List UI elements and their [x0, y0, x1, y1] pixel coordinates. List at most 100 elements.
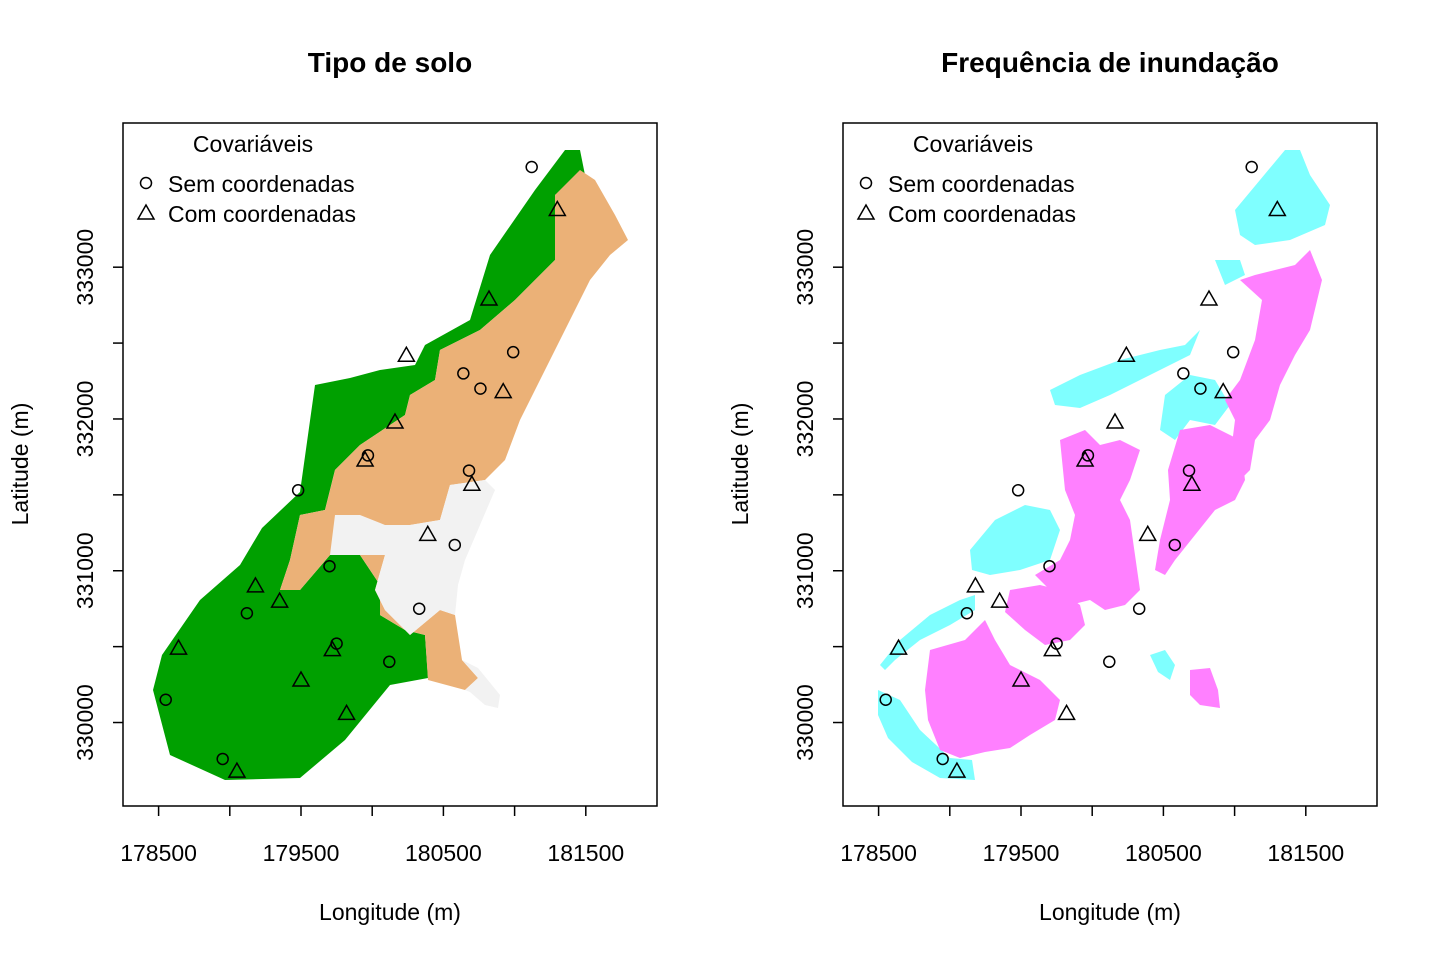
x-tick-label: 179500	[983, 840, 1060, 866]
triangle-sample-point	[1011, 670, 1031, 687]
circle-sample-point	[159, 693, 172, 707]
legend-entry-label: Sem coordenadas	[168, 171, 355, 197]
triangle-sample-point	[990, 591, 1009, 608]
triangle-sample-point	[1138, 524, 1158, 542]
circle-sample-point	[457, 367, 470, 380]
circle-sample-point	[383, 655, 396, 669]
soil-map-layer	[153, 150, 628, 780]
x-tick-label: 179500	[263, 840, 340, 866]
triangle-sample-point	[337, 703, 356, 721]
triangle-sample-point	[966, 576, 985, 593]
circle-sample-point	[879, 693, 892, 707]
x-tick-label: 181500	[547, 840, 624, 866]
triangle-sample-point	[418, 524, 438, 542]
circle-sample-point	[1226, 345, 1240, 359]
legend: Covariáveis Sem coordenadas Com coordenada…	[856, 131, 1076, 227]
y-axis-label: Latitude (m)	[727, 403, 753, 526]
triangle-sample-point	[169, 638, 188, 655]
y-tick-label: 331000	[72, 532, 98, 609]
circle-sample-point	[462, 464, 476, 477]
flood-class-1-region	[880, 595, 975, 670]
circle-sample-point	[1103, 655, 1116, 669]
flood-class-1-region	[1235, 150, 1330, 245]
legend-title: Covariáveis	[193, 131, 313, 157]
soil-class-2-region	[280, 170, 628, 690]
triangle-sample-point	[947, 761, 967, 778]
legend-entry-label: Com coordenadas	[168, 201, 356, 227]
y-tick-label: 331000	[792, 532, 818, 609]
triangle-sample-point	[1043, 640, 1062, 657]
circle-sample-point	[1043, 559, 1056, 573]
soil-class-1-region	[153, 150, 585, 780]
panel-flood-frequency: Frequência de inundação 178	[727, 47, 1378, 925]
triangle-sample-point	[246, 576, 265, 593]
circle-sample-point	[1011, 484, 1025, 497]
legend-entry-label: Sem coordenadas	[888, 171, 1075, 197]
legend: Covariáveis Sem coordenadas Com coordenada…	[136, 131, 356, 227]
legend-entry-label: Com coordenadas	[888, 201, 1076, 227]
x-tick-label: 178500	[840, 840, 917, 866]
legend-triangle-marker	[856, 203, 876, 220]
flood-class-1-region	[1150, 650, 1175, 680]
circle-sample-point	[960, 606, 974, 620]
circle-sample-point	[323, 559, 336, 573]
axes: 178500 179500 180500 181500 330000 331000 3320…	[72, 229, 624, 866]
circle-sample-point	[448, 538, 462, 552]
panel-title: Tipo de solo	[308, 47, 472, 78]
circle-sample-point	[1132, 602, 1146, 615]
circle-sample-point	[240, 606, 254, 620]
triangle-sample-point	[889, 638, 908, 655]
sample-points	[159, 160, 567, 778]
triangle-sample-point	[493, 382, 513, 399]
y-tick-label: 332000	[72, 381, 98, 458]
flood-class-2-region	[925, 620, 1060, 758]
circle-sample-point	[412, 602, 426, 615]
circle-sample-point	[216, 752, 229, 766]
circle-sample-point	[1168, 538, 1182, 552]
triangle-sample-point	[291, 670, 311, 687]
circle-sample-point	[525, 160, 538, 174]
circle-sample-point	[474, 382, 487, 395]
circle-sample-point	[1245, 160, 1258, 174]
x-axis-label: Longitude (m)	[1039, 899, 1181, 925]
triangle-sample-point	[270, 591, 289, 608]
panel-soil-type: Tipo de solo 178500 179500 180500 181500 330…	[7, 47, 658, 925]
triangle-sample-point	[479, 289, 499, 306]
plot-frame	[122, 122, 658, 807]
x-tick-label: 181500	[1267, 840, 1344, 866]
flood-class-1-region	[1160, 375, 1230, 440]
legend-title: Covariáveis	[913, 131, 1033, 157]
triangle-sample-point	[1057, 703, 1076, 721]
y-tick-label: 332000	[792, 381, 818, 458]
triangle-sample-point	[1075, 450, 1095, 467]
flood-class-1-region	[1050, 330, 1200, 408]
triangle-sample-point	[1182, 474, 1202, 491]
triangle-sample-point	[385, 412, 405, 429]
plot-frame	[842, 122, 1378, 807]
legend-triangle-marker	[136, 203, 156, 220]
y-tick-label: 330000	[72, 684, 98, 761]
y-tick-label: 333000	[792, 229, 818, 306]
triangle-sample-point	[1199, 289, 1219, 306]
flood-class-2-region	[1225, 250, 1322, 480]
y-tick-label: 330000	[792, 684, 818, 761]
soil-class-3-region-tip	[462, 660, 500, 708]
triangle-sample-point	[1268, 200, 1287, 217]
x-tick-label: 180500	[405, 840, 482, 866]
circle-sample-point	[1177, 367, 1190, 380]
circle-sample-point	[1194, 382, 1207, 395]
flood-class-1-region	[1215, 260, 1245, 285]
y-axis-label: Latitude (m)	[7, 403, 33, 526]
circle-sample-point	[506, 345, 520, 359]
triangle-sample-point	[1105, 412, 1125, 429]
flood-map-layer	[878, 150, 1330, 780]
soil-class-3-region	[330, 480, 495, 635]
triangle-sample-point	[548, 200, 567, 217]
flood-class-2-region	[1035, 430, 1140, 610]
triangle-sample-point	[355, 450, 375, 467]
flood-class-1-region	[878, 690, 975, 780]
flood-class-2-region	[1005, 585, 1085, 645]
x-tick-label: 180500	[1125, 840, 1202, 866]
flood-class-2-region	[1155, 425, 1245, 575]
